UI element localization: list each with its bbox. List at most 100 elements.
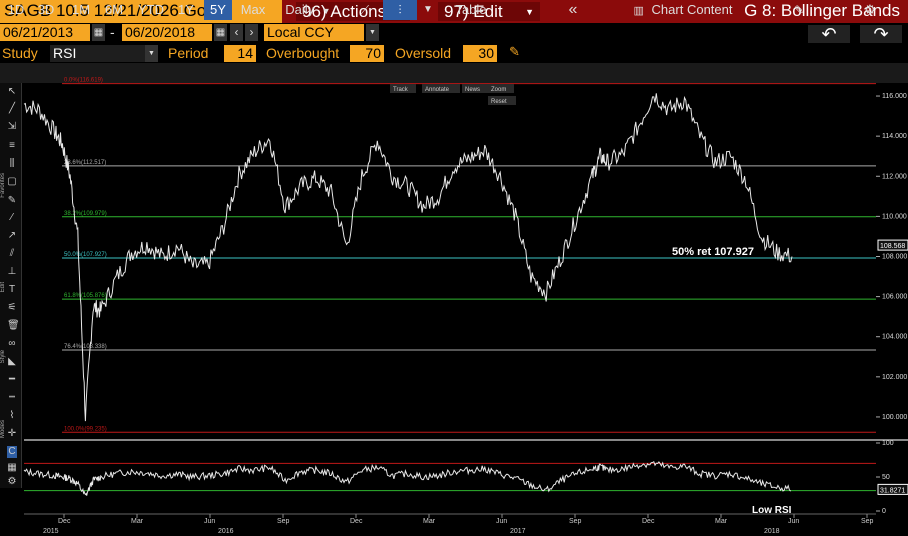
trend-icon[interactable]: ↗ [7,230,17,241]
calendar-icon[interactable]: ▦ [214,24,227,41]
range-5y[interactable]: 5Y [204,0,232,20]
edit-chart-icon[interactable]: ✎ [793,3,805,17]
line-chart-icon[interactable]: ⟋ [360,3,370,17]
fibonacci-levels: 0.0%(116.619)23.6%(112.517)38.2%(109.979… [62,78,876,433]
drawing-toolbar [0,83,22,488]
main-grid [24,84,908,441]
trash-icon[interactable]: 🗑 [7,320,20,331]
date-separator: - [110,24,115,40]
settings-icon[interactable]: ⚙ [7,476,17,487]
x-axis: Dec Mar Jun Sep Dec Mar Jun Sep Dec Mar Jun Sep 2015… [24,513,876,535]
low-rsi-annotation: Low RSI [752,505,792,516]
period-field[interactable]: 14 [224,45,256,62]
chevron-down-icon[interactable]: ▼ [145,45,158,62]
reset-button[interactable]: Reset [491,99,507,105]
undo-icon[interactable]: ↶ [808,25,850,43]
track-button[interactable]: Track [393,87,409,93]
last-price-label: 108.568 [880,243,905,250]
oversold-label: Oversold [395,45,452,61]
calendar-icon[interactable]: ▦ [92,24,105,41]
cursor-icon[interactable]: ↖ [7,86,17,97]
y-tick-label: 114.000 [882,133,907,140]
brush-2-icon[interactable]: ⚟ [7,302,17,313]
chart-toolbar [0,63,908,83]
frequency-select[interactable]: Daily ▼ [280,0,336,20]
period-label: Period [168,45,209,61]
fib-label: 23.6%(112.517) [64,160,106,166]
range-1y[interactable]: 1Y [178,2,194,17]
rsi-last-label: 31.8271 [880,487,905,494]
range-3d[interactable]: 3D [37,2,55,17]
last-price-box [877,239,908,251]
currency-field[interactable]: Local CCY [264,24,364,41]
style-label: Style [0,350,6,364]
lock-icon[interactable]: ⌇ [9,410,15,421]
reset-button-bg [488,96,516,105]
fibonacci-icon[interactable]: ⫼ [9,158,15,169]
chart-content-label: Chart Content [651,2,733,17]
pencil-icon[interactable]: ✎ [509,44,520,59]
chart-tools[interactable]: Track Annotate News Zoom Reset [390,84,516,105]
chain-icon[interactable]: ∞ [8,338,16,349]
overbought-label: Overbought [266,45,340,61]
zoom-button-bg [488,84,514,93]
crosshair-icon[interactable]: ✛ [7,428,17,439]
x-tick-label: Dec [642,518,655,525]
prev-period-icon[interactable]: ‹ [230,24,243,41]
brush-icon[interactable]: ⁄ [11,212,13,223]
annotate-button[interactable]: Annotate [425,87,450,93]
start-date-field[interactable]: 06/21/2013 [0,24,90,41]
edit-menu[interactable]: 97) Edit ▼ [438,2,540,21]
track-button-bg [390,84,416,93]
x-tick-label: Sep [569,518,582,525]
redo-icon[interactable]: ↷ [860,25,902,43]
collapse-left-icon[interactable]: « [568,1,578,18]
line-style-icon[interactable]: ┅ [8,392,16,403]
measure-icon[interactable]: ⊥ [7,266,17,277]
pen-icon[interactable]: ✎ [7,195,17,206]
text-icon[interactable]: T [8,284,16,295]
parallel-icon[interactable]: ⫽ [9,248,15,259]
stroke-icon[interactable]: ━ [8,374,16,385]
price-series: 50% ret 107.927 [23,93,793,422]
rectangle-icon[interactable]: ▢ [7,176,17,187]
y-tick-label: 104.000 [882,334,907,341]
y-tick-label: 100.000 [882,414,907,421]
function-title: G 8: Bollinger Bands [744,1,900,20]
news-button[interactable]: News [465,87,480,93]
y-tick-label: 108.000 [882,253,907,260]
caret-down-icon: ▼ [525,6,534,17]
range-max[interactable]: Max [240,2,266,17]
actions-label: 96) Actions [302,1,387,21]
gear-icon[interactable]: ⚙ [864,2,876,17]
bar-chart-icon[interactable]: ⫶ [383,0,417,20]
range-1d[interactable]: 1D [7,2,25,17]
rsi-panel: 100 50 0 31.8271 Low RSI [23,440,908,516]
range-1m[interactable]: 1M [71,2,91,17]
chevron-down-icon[interactable]: ▼ [366,24,379,41]
channel-icon[interactable]: ≡ [9,140,15,151]
chart-content-button[interactable]: ▥ Chart Content [628,0,738,20]
fib-label: 76.4%(103.338) [64,344,107,350]
chevron-down-icon[interactable]: ▼ [423,4,433,15]
end-date-field[interactable]: 06/20/2018 [122,24,212,41]
overbought-field[interactable]: 70 [350,45,384,62]
rsi-line [23,460,792,496]
zoom-button[interactable]: Zoom [491,87,506,93]
next-period-icon[interactable]: › [245,24,258,41]
fill-icon[interactable]: ◣ [8,356,16,367]
fib-label: 100.0%(99.235) [64,426,107,432]
ray-icon[interactable]: ⇲ [7,121,17,132]
range-6m[interactable]: 6M [104,2,124,17]
range-ytd[interactable]: YTD [138,2,164,17]
x-tick-label: Mar [715,518,728,525]
table-button[interactable]: Table [455,2,487,17]
study-label: Study [2,45,38,61]
x-tick-label: Mar [131,518,144,525]
study-select[interactable]: RSI [50,45,145,62]
price-line [23,93,793,422]
oversold-field[interactable]: 30 [463,45,497,62]
zoom-mode-icon[interactable]: ▦ [7,462,17,473]
mode-active-icon[interactable]: C [7,446,17,458]
line-draw-icon[interactable]: ╱ [8,103,16,114]
